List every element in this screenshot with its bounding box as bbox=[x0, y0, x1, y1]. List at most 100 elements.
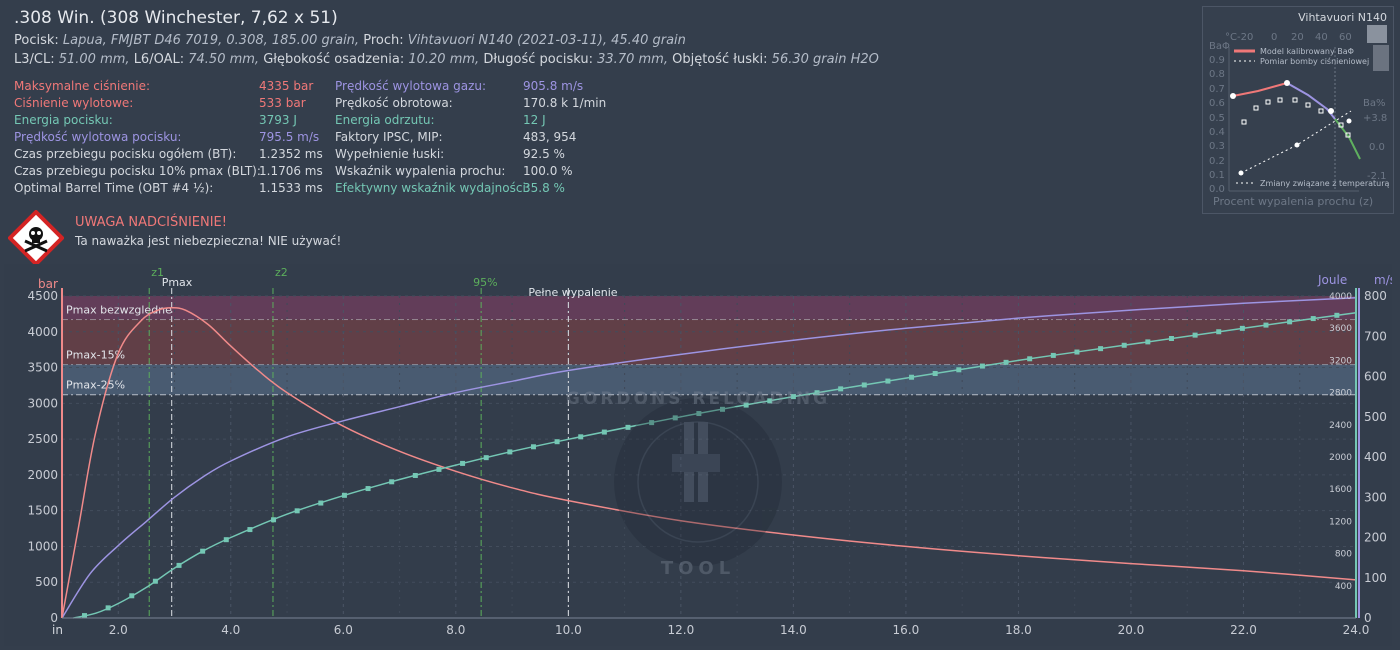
x-tick-label: 2.0 bbox=[109, 623, 128, 637]
stat-value: 1.1706 ms bbox=[259, 164, 323, 178]
y-tick-label-bar: 1500 bbox=[27, 504, 58, 518]
pressure-zone bbox=[62, 319, 1356, 365]
energy-point bbox=[507, 449, 513, 455]
powder-thumbnail bbox=[1373, 45, 1389, 71]
y-unit-energy: Joule bbox=[1317, 273, 1347, 287]
pressure-zone bbox=[62, 364, 1356, 395]
y-tick-label-energy: 4000 bbox=[1329, 292, 1352, 302]
stats-left-labels: Maksymalne ciśnienie: Ciśnienie wylotowe… bbox=[14, 78, 261, 197]
mini-xlabel: Procent wypalenia prochu (z) bbox=[1213, 195, 1373, 208]
energy-point bbox=[200, 548, 206, 554]
powder-model-chart: °C -20 0 20 40 60 BaΦ 0.9 0.8 0.7 0.6 0.… bbox=[1209, 25, 1390, 208]
energy-point bbox=[341, 492, 347, 498]
energy-point bbox=[1216, 329, 1222, 335]
energy-point bbox=[743, 402, 749, 408]
x-tick-label: 14.0 bbox=[780, 623, 807, 637]
mini-right-tick: +3.8 bbox=[1363, 113, 1387, 124]
y-tick-label-velocity: 500 bbox=[1364, 410, 1387, 424]
stat-label: Efektywny wskaźnik wydajności: bbox=[335, 181, 530, 195]
pressure-curve bbox=[61, 307, 1357, 619]
stat-label: Prędkość wylotowa pocisku: bbox=[14, 130, 182, 144]
energy-point bbox=[790, 394, 796, 400]
energy-point bbox=[82, 613, 88, 619]
energy-point bbox=[247, 527, 253, 533]
temperature-point bbox=[1346, 118, 1352, 124]
mini-left-tick: 0.0 bbox=[1209, 184, 1225, 195]
marker-label: z2 bbox=[275, 266, 288, 279]
energy-point bbox=[1239, 325, 1245, 331]
y-tick-label-bar: 1000 bbox=[27, 539, 58, 553]
energy-point bbox=[1098, 346, 1104, 352]
mini-left-tick: 0.1 bbox=[1209, 170, 1225, 181]
length-label: Długość pocisku: bbox=[483, 52, 593, 67]
y-tick-label-velocity: 100 bbox=[1364, 571, 1387, 585]
page-title: .308 Win. (308 Winchester, 7,62 x 51) bbox=[14, 8, 338, 28]
energy-point bbox=[365, 486, 371, 492]
energy-point bbox=[814, 390, 820, 396]
energy-point bbox=[696, 411, 702, 417]
proch-value: Vihtavuori N140 (2021-03-11), 45.40 grai… bbox=[407, 33, 686, 48]
y-tick-label-energy: 1200 bbox=[1329, 517, 1352, 527]
model-point bbox=[1230, 93, 1236, 99]
y-tick-label-bar: 500 bbox=[35, 575, 58, 589]
model-curve-falling bbox=[1286, 82, 1336, 120]
energy-point bbox=[1192, 332, 1198, 338]
y-tick-label-bar: 4500 bbox=[27, 289, 58, 303]
x-tick-label: 18.0 bbox=[1005, 623, 1032, 637]
energy-point bbox=[412, 472, 418, 478]
energy-point bbox=[1287, 319, 1293, 325]
stat-label: Maksymalne ciśnienie: bbox=[14, 79, 151, 93]
stat-value: 170.8 k 1/min bbox=[523, 96, 607, 110]
mini-left-tick: 0.6 bbox=[1209, 98, 1225, 109]
energy-point bbox=[223, 537, 229, 543]
marker-label: Pełne wypalenie bbox=[528, 286, 617, 299]
energy-point bbox=[436, 466, 442, 472]
mini-right-unit: Ba% bbox=[1363, 98, 1386, 109]
stat-label: Czas przebiegu pocisku ogółem (BT): bbox=[14, 147, 237, 161]
x-tick-label: 10.0 bbox=[555, 623, 582, 637]
temperature-line bbox=[1240, 110, 1352, 174]
energy-point bbox=[767, 398, 773, 404]
mini-top-tick: 40 bbox=[1315, 32, 1328, 43]
stat-label: Ciśnienie wylotowe: bbox=[14, 96, 134, 110]
pressure-zone bbox=[62, 296, 1356, 320]
mini-top-tick: 0 bbox=[1271, 32, 1277, 43]
energy-point bbox=[1263, 322, 1269, 328]
mini-left-tick: 0.5 bbox=[1209, 113, 1225, 124]
energy-point bbox=[483, 455, 489, 461]
mini-left-tick: 0.7 bbox=[1209, 84, 1225, 95]
mini-left-tick: 0.8 bbox=[1209, 69, 1225, 80]
energy-point bbox=[909, 374, 915, 380]
x-tick-label: 8.0 bbox=[446, 623, 465, 637]
marker-label: z1 bbox=[151, 266, 164, 279]
energy-point bbox=[554, 439, 560, 445]
bomb-point bbox=[1345, 132, 1351, 138]
y-tick-label-energy: 2800 bbox=[1329, 389, 1352, 399]
stat-value: 4335 bar bbox=[259, 79, 314, 93]
energy-point bbox=[956, 367, 962, 373]
x-tick-label: 20.0 bbox=[1118, 623, 1145, 637]
depth-label: Głębokość osadzenia: bbox=[263, 52, 405, 67]
x-unit-label: in bbox=[52, 623, 63, 637]
energy-point bbox=[1145, 339, 1151, 345]
l3-value: 51.00 mm, bbox=[58, 52, 130, 67]
zone-label: Pmax-15% bbox=[66, 349, 125, 362]
mini-top-tick: -20 bbox=[1237, 32, 1253, 43]
proch-label: Proch: bbox=[363, 33, 404, 48]
temperature-point bbox=[1238, 170, 1244, 176]
y-tick-label-velocity: 300 bbox=[1364, 490, 1387, 504]
y-tick-label-bar: 3000 bbox=[27, 396, 58, 410]
stats-left-values: 4335 bar 533 bar 3793 J 795.5 m/s 1.2352… bbox=[259, 78, 329, 197]
model-point bbox=[1284, 80, 1290, 86]
mini-right-tick: -2.1 bbox=[1367, 171, 1387, 182]
mini-top-tick: 20 bbox=[1291, 32, 1304, 43]
bomb-point bbox=[1318, 108, 1324, 114]
volume-value: 56.30 grain H2O bbox=[771, 52, 879, 67]
stat-value: 12 J bbox=[523, 113, 546, 127]
y-tick-label-bar: 4000 bbox=[27, 325, 58, 339]
y-tick-label-velocity: 700 bbox=[1364, 329, 1387, 343]
mini-top-unit: °C bbox=[1225, 32, 1237, 43]
y-tick-label-energy: 3200 bbox=[1329, 356, 1352, 366]
x-tick-label: 12.0 bbox=[668, 623, 695, 637]
